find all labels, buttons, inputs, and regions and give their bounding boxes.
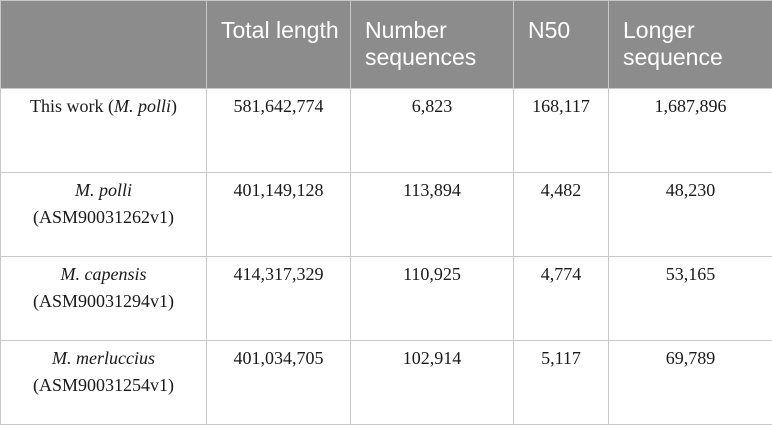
n50-cell: 168,117	[514, 89, 609, 173]
header-number-sequences: Number sequences	[351, 1, 514, 89]
header-total-length: Total length	[207, 1, 351, 89]
table-row: M. capensis (ASM90031294v1) 414,317,329 1…	[1, 257, 772, 341]
assembly-id: (ASM90031294v1)	[33, 291, 174, 311]
number-sequences-cell: 113,894	[351, 173, 514, 257]
species-name: M. polli	[75, 180, 132, 200]
header-n50: N50	[514, 1, 609, 89]
header-row: Total length Number sequences N50 Longer…	[1, 1, 772, 89]
species-name: M. merluccius	[52, 348, 155, 368]
table-row: M. polli (ASM90031262v1) 401,149,128 113,…	[1, 173, 772, 257]
longer-sequence-cell: 48,230	[609, 173, 772, 257]
total-length-cell: 401,034,705	[207, 341, 351, 425]
number-sequences-cell: 110,925	[351, 257, 514, 341]
total-length-cell: 581,642,774	[207, 89, 351, 173]
species-name: M. polli	[114, 96, 171, 116]
name-prefix: This work (	[30, 96, 114, 116]
row-name-cell: M. polli (ASM90031262v1)	[1, 173, 207, 257]
longer-sequence-cell: 1,687,896	[609, 89, 772, 173]
total-length-cell: 414,317,329	[207, 257, 351, 341]
number-sequences-cell: 6,823	[351, 89, 514, 173]
row-name-cell: M. merluccius (ASM90031254v1)	[1, 341, 207, 425]
assembly-id: (ASM90031262v1)	[33, 207, 174, 227]
assembly-id: (ASM90031254v1)	[33, 375, 174, 395]
header-longer-sequence: Longer sequence	[609, 1, 772, 89]
longer-sequence-cell: 53,165	[609, 257, 772, 341]
row-name-cell: M. capensis (ASM90031294v1)	[1, 257, 207, 341]
n50-cell: 5,117	[514, 341, 609, 425]
number-sequences-cell: 102,914	[351, 341, 514, 425]
table-row: This work (M. polli) 581,642,774 6,823 1…	[1, 89, 772, 173]
total-length-cell: 401,149,128	[207, 173, 351, 257]
header-blank	[1, 1, 207, 89]
species-name: M. capensis	[61, 264, 147, 284]
longer-sequence-cell: 69,789	[609, 341, 772, 425]
name-suffix: )	[171, 96, 177, 116]
n50-cell: 4,774	[514, 257, 609, 341]
row-name-cell: This work (M. polli)	[1, 89, 207, 173]
table-row: M. merluccius (ASM90031254v1) 401,034,705…	[1, 341, 772, 425]
n50-cell: 4,482	[514, 173, 609, 257]
